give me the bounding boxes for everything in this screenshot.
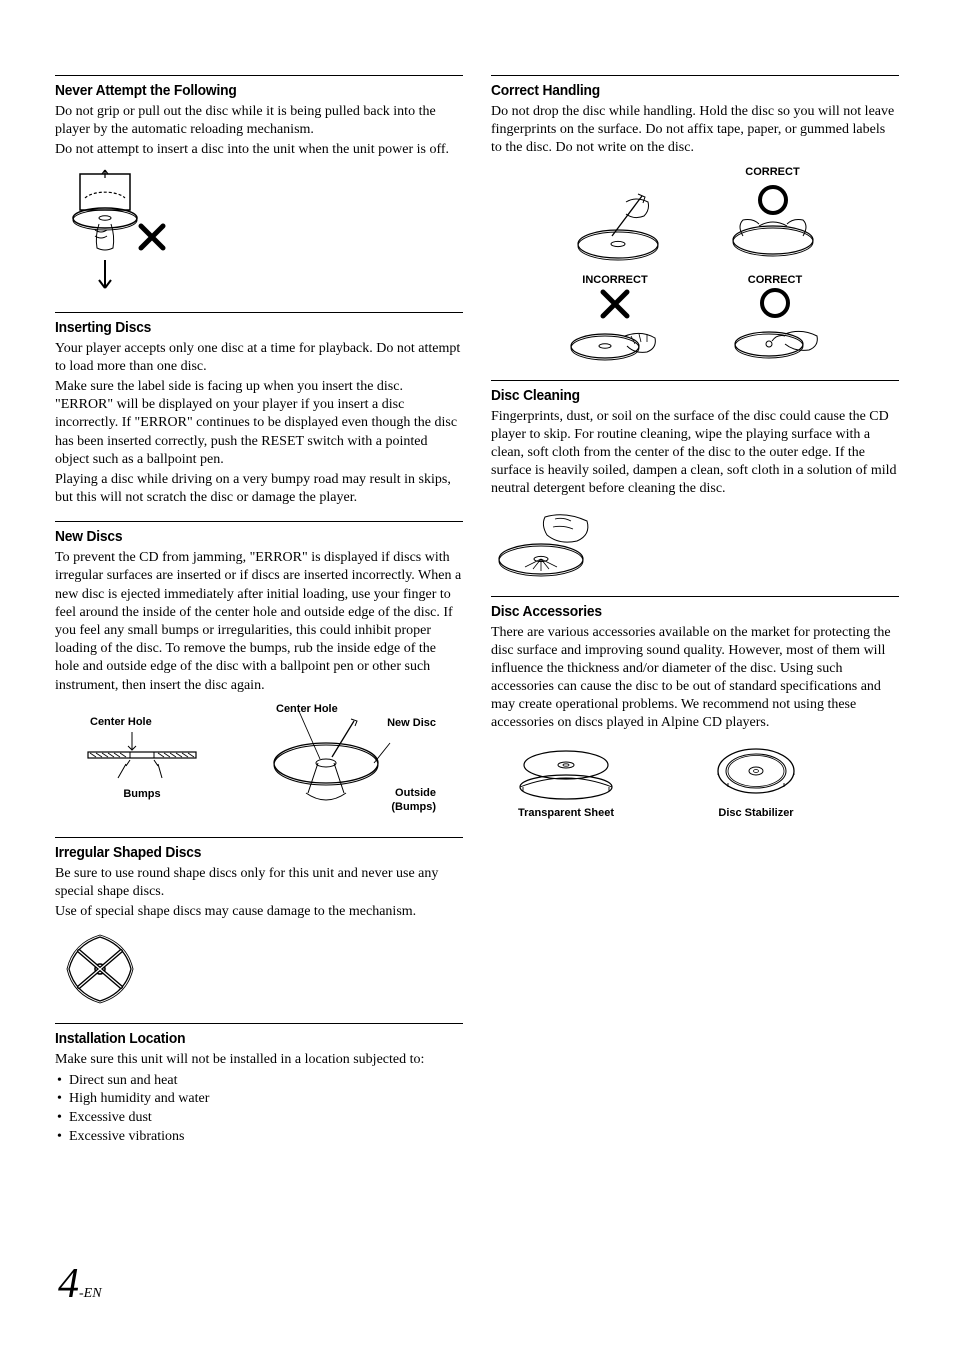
diagram-transparent-sheet-icon: [511, 743, 621, 803]
paragraph: Make sure the label side is facing up wh…: [55, 378, 463, 469]
figure-correct-handling: CORRECT INCORRECT: [491, 166, 899, 366]
page-number-value: 4: [58, 1261, 79, 1307]
label-disc-stabilizer: Disc Stabilizer: [718, 807, 793, 819]
list-item: Excessive vibrations: [69, 1128, 463, 1147]
heading: Correct Handling: [491, 82, 866, 99]
heading: Never Attempt the Following: [55, 82, 430, 99]
figure-irregular-disc: [55, 929, 463, 1009]
figure-new-discs: Center Hole Bumps: [55, 697, 463, 823]
bullet-list: Direct sun and heat High humidity and wa…: [55, 1072, 463, 1148]
paragraph: Do not grip or pull out the disc while i…: [55, 103, 463, 139]
diagram-cloth-wipe-icon: [491, 507, 601, 582]
heading: New Discs: [55, 528, 430, 545]
body-text: Do not drop the disc while handling. Hol…: [491, 103, 899, 158]
section-rule: [55, 312, 463, 313]
section-rule: [55, 75, 463, 76]
label-center-hole: Center Hole: [90, 716, 202, 728]
diagram-hand-edge-icon: [725, 178, 820, 268]
label-outside: Outside: [395, 787, 436, 799]
heading: Disc Cleaning: [491, 387, 866, 404]
diagram-hand-pen-icon: [570, 188, 665, 268]
list-item: High humidity and water: [69, 1090, 463, 1109]
diagram-hand-flat-icon: [565, 286, 665, 366]
section-installation-location: Installation Location Make sure this uni…: [55, 1023, 463, 1147]
section-irregular-discs: Irregular Shaped Discs Be sure to use ro…: [55, 837, 463, 1010]
figure-disc-cleaning: [491, 507, 899, 582]
paragraph: To prevent the CD from jamming, "ERROR" …: [55, 549, 463, 695]
label-incorrect: INCORRECT: [582, 274, 647, 286]
label-bumps: Bumps: [82, 788, 202, 800]
paragraph: Be sure to use round shape discs only fo…: [55, 865, 463, 901]
paragraph: Make sure this unit will not be installe…: [55, 1051, 463, 1069]
section-rule: [491, 596, 899, 597]
page-columns: Never Attempt the Following Do not grip …: [55, 75, 899, 1161]
label-correct-2: CORRECT: [748, 274, 802, 286]
fig-correct-bottom: CORRECT: [725, 274, 825, 366]
section-rule: [55, 1023, 463, 1024]
section-disc-accessories: Disc Accessories There are various acces…: [491, 596, 899, 819]
body-text: Your player accepts only one disc at a t…: [55, 340, 463, 508]
diagram-disc-stabilizer-icon: [711, 743, 801, 803]
paragraph: Use of special shape discs may cause dam…: [55, 903, 463, 921]
section-rule: [491, 380, 899, 381]
section-never-attempt: Never Attempt the Following Do not grip …: [55, 75, 463, 298]
section-correct-handling: Correct Handling Do not drop the disc wh…: [491, 75, 899, 366]
diagram-pull-disc-icon: [55, 168, 175, 298]
body-text: Be sure to use round shape discs only fo…: [55, 865, 463, 922]
heading: Inserting Discs: [55, 319, 430, 336]
page-number: 4-EN: [58, 1260, 102, 1308]
fig-transparent-sheet: Transparent Sheet: [511, 743, 621, 819]
label-outside-bumps: (Bumps): [391, 801, 436, 813]
body-text: To prevent the CD from jamming, "ERROR" …: [55, 549, 463, 695]
right-column: Correct Handling Do not drop the disc wh…: [491, 75, 899, 1161]
label-transparent-sheet: Transparent Sheet: [518, 807, 614, 819]
section-rule: [55, 837, 463, 838]
fig-disc-stabilizer: Disc Stabilizer: [711, 743, 801, 819]
list-item: Excessive dust: [69, 1109, 463, 1128]
section-rule: [55, 521, 463, 522]
paragraph: Do not drop the disc while handling. Hol…: [491, 103, 899, 158]
label-new-disc: New Disc: [387, 717, 436, 729]
fig-incorrect-top: [570, 188, 665, 268]
label-center-hole-2: Center Hole: [276, 703, 338, 715]
body-text: There are various accessories available …: [491, 624, 899, 733]
section-inserting-discs: Inserting Discs Your player accepts only…: [55, 312, 463, 508]
fig-incorrect-bottom: INCORRECT: [565, 274, 665, 366]
section-new-discs: New Discs To prevent the CD from jamming…: [55, 521, 463, 823]
left-column: Never Attempt the Following Do not grip …: [55, 75, 463, 1161]
heading: Disc Accessories: [491, 603, 866, 620]
heading: Installation Location: [55, 1030, 430, 1047]
section-rule: [491, 75, 899, 76]
paragraph: Fingerprints, dust, or soil on the surfa…: [491, 408, 899, 499]
body-text: Do not grip or pull out the disc while i…: [55, 103, 463, 160]
list-item: Direct sun and heat: [69, 1072, 463, 1091]
page-number-suffix: -EN: [79, 1286, 102, 1301]
body-text: Fingerprints, dust, or soil on the surfa…: [491, 408, 899, 499]
label-correct: CORRECT: [745, 166, 799, 178]
section-disc-cleaning: Disc Cleaning Fingerprints, dust, or soi…: [491, 380, 899, 582]
figure-pull-disc: [55, 168, 463, 298]
diagram-angled-view: Center Hole New Disc Outside (Bumps): [256, 703, 436, 813]
paragraph: Do not attempt to insert a disc into the…: [55, 141, 463, 159]
heading: Irregular Shaped Discs: [55, 844, 430, 861]
diagram-disc-side-icon: [82, 728, 202, 788]
paragraph: Your player accepts only one disc at a t…: [55, 340, 463, 376]
fig-correct-top: CORRECT: [725, 166, 820, 268]
paragraph: Playing a disc while driving on a very b…: [55, 471, 463, 507]
diagram-irregular-disc-icon: [55, 929, 145, 1009]
diagram-side-view: Center Hole Bumps: [82, 716, 202, 800]
body-text: Make sure this unit will not be installe…: [55, 1051, 463, 1069]
diagram-hand-hole-icon: [725, 286, 825, 366]
paragraph: There are various accessories available …: [491, 624, 899, 733]
